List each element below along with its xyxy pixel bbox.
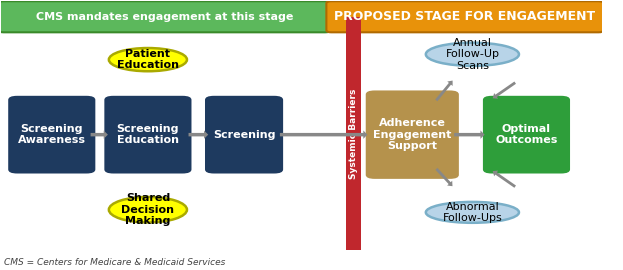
Ellipse shape bbox=[426, 43, 519, 66]
Text: Systemic Barriers: Systemic Barriers bbox=[350, 88, 358, 178]
FancyBboxPatch shape bbox=[346, 17, 361, 250]
FancyBboxPatch shape bbox=[366, 90, 459, 179]
Text: Optimal
Outcomes: Optimal Outcomes bbox=[495, 124, 558, 146]
Text: Annual
Follow-Up
Scans: Annual Follow-Up Scans bbox=[445, 38, 500, 71]
Text: CMS mandates engagement at this stage: CMS mandates engagement at this stage bbox=[36, 12, 293, 22]
Text: Adherence
Engagement
Support: Adherence Engagement Support bbox=[373, 118, 452, 151]
FancyBboxPatch shape bbox=[483, 96, 570, 174]
Text: Abnormal
Follow-Ups: Abnormal Follow-Ups bbox=[442, 202, 502, 223]
Text: Screening
Education: Screening Education bbox=[117, 124, 179, 146]
Text: Shared
Decision
Making: Shared Decision Making bbox=[121, 193, 174, 226]
Text: PROPOSED STAGE FOR ENGAGEMENT: PROPOSED STAGE FOR ENGAGEMENT bbox=[335, 10, 596, 23]
Ellipse shape bbox=[109, 48, 187, 71]
FancyBboxPatch shape bbox=[0, 1, 330, 32]
Ellipse shape bbox=[109, 197, 187, 222]
Text: Patient
Education: Patient Education bbox=[117, 49, 179, 70]
Ellipse shape bbox=[426, 202, 519, 223]
Text: Screening: Screening bbox=[213, 130, 275, 140]
FancyBboxPatch shape bbox=[104, 96, 191, 174]
FancyBboxPatch shape bbox=[326, 1, 604, 32]
FancyBboxPatch shape bbox=[205, 96, 283, 174]
Text: CMS = Centers for Medicare & Medicaid Services: CMS = Centers for Medicare & Medicaid Se… bbox=[4, 258, 225, 267]
FancyBboxPatch shape bbox=[8, 96, 95, 174]
Text: Screening
Awareness: Screening Awareness bbox=[18, 124, 86, 146]
